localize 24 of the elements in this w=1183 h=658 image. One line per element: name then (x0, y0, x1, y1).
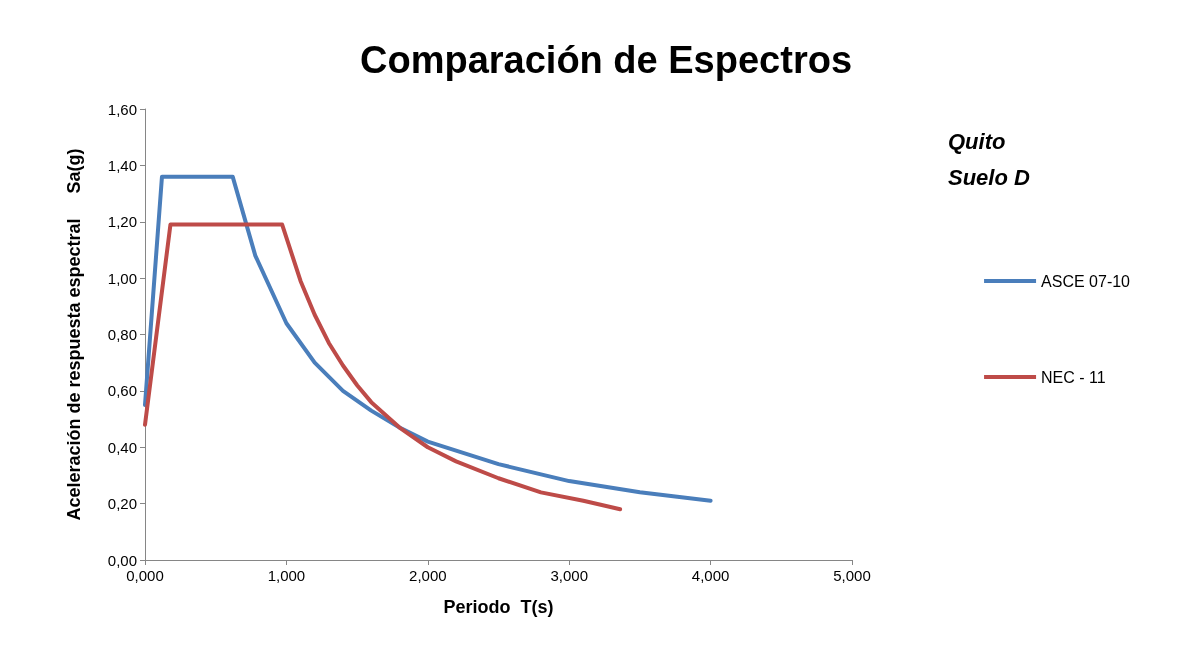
y-axis-title: Aceleración de respuesta espectral Sa(g) (64, 148, 84, 521)
text: Suelo D (948, 164, 1031, 190)
y-tick-label: 0,20 (107, 495, 137, 513)
x-tick-label: 5,000 (833, 567, 871, 584)
y-tick-label: 0,40 (107, 438, 137, 456)
line-series (143, 174, 713, 503)
y-tick-label: 0,00 (107, 551, 137, 569)
chart-title: Comparación de Espectros (359, 39, 853, 81)
y-tick-label: 1,20 (107, 213, 137, 231)
legend-label: ASCE 07-10 (1041, 272, 1131, 290)
y-tick-label: 1,60 (107, 100, 137, 118)
y-tick-label: 1,40 (107, 156, 137, 174)
legend-label: NEC - 11 (1041, 368, 1106, 386)
text: Quito (948, 128, 1006, 154)
line-series (143, 222, 623, 512)
x-tick-label: 3,000 (550, 567, 588, 584)
x-axis-title: Periodo T(s) (443, 597, 554, 617)
x-tick-label: 0,000 (126, 567, 164, 584)
x-tick-label: 2,000 (409, 567, 447, 584)
y-tick-label: 0,60 (107, 382, 137, 400)
y-tick-label: 0,80 (107, 326, 137, 343)
x-tick-label: 1,000 (267, 567, 306, 584)
y-tick-label: 1,00 (107, 269, 137, 287)
x-tick-label: 4,000 (691, 567, 730, 584)
